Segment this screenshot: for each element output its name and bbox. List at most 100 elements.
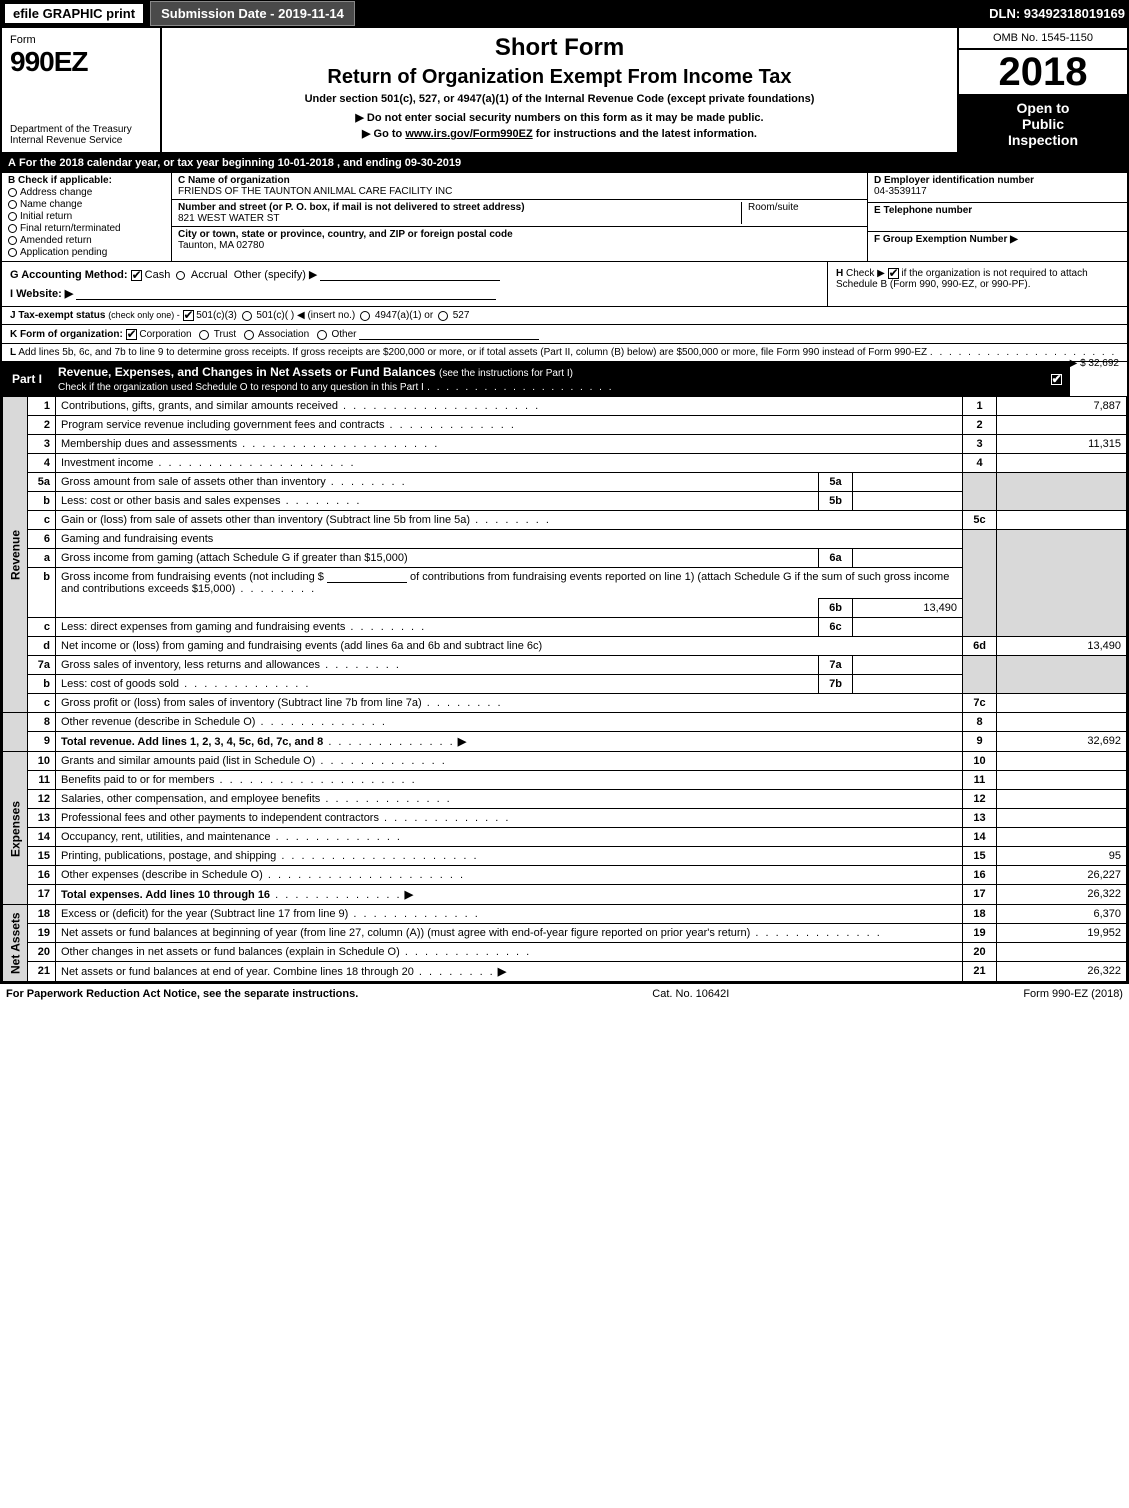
l3-val: 11,315 xyxy=(997,435,1127,454)
website-field[interactable] xyxy=(76,288,496,300)
l2-val xyxy=(997,416,1127,435)
ck-name-change[interactable] xyxy=(8,200,17,209)
l19-num: 19 xyxy=(28,924,56,943)
l9-desc: Total revenue. Add lines 1, 2, 3, 4, 5c,… xyxy=(61,736,323,748)
instruction-goto: ▶ Go to www.irs.gov/Form990EZ for instru… xyxy=(170,127,949,140)
efile-print-button[interactable]: efile GRAPHIC print xyxy=(4,3,144,24)
l20-num: 20 xyxy=(28,943,56,962)
org-name: FRIENDS OF THE TAUNTON ANILMAL CARE FACI… xyxy=(178,186,861,197)
l11-num: 11 xyxy=(28,771,56,790)
ck-association[interactable] xyxy=(244,330,254,340)
ck-address-change[interactable] xyxy=(8,188,17,197)
ck-trust[interactable] xyxy=(199,330,209,340)
a-mid: , and ending xyxy=(334,157,405,169)
l10-desc: Grants and similar amounts paid (list in… xyxy=(61,755,315,767)
l4-col: 4 xyxy=(963,454,997,473)
l14-desc: Occupancy, rent, utilities, and maintena… xyxy=(61,831,271,843)
ck-corporation[interactable] xyxy=(126,329,137,340)
l19-desc: Net assets or fund balances at beginning… xyxy=(61,927,750,939)
l6b-mv: 13,490 xyxy=(853,599,963,618)
l18-num: 18 xyxy=(28,905,56,924)
ck-schedule-b-not-required[interactable] xyxy=(888,268,899,279)
l3-desc: Membership dues and assessments xyxy=(61,438,237,450)
ck-527[interactable] xyxy=(438,311,448,321)
l5-shade-val xyxy=(997,473,1127,511)
part1-title: Revenue, Expenses, and Changes in Net As… xyxy=(58,365,436,379)
l2-num: 2 xyxy=(28,416,56,435)
city-label: City or town, state or province, country… xyxy=(178,229,861,240)
form-number: 990EZ xyxy=(10,46,152,78)
l21-num: 21 xyxy=(28,962,56,982)
l8-col: 8 xyxy=(963,713,997,732)
i-label: I Website: ▶ xyxy=(10,288,73,300)
l17-desc: Total expenses. Add lines 10 through 16 xyxy=(61,889,270,901)
submission-date-button[interactable]: Submission Date - 2019-11-14 xyxy=(150,1,355,26)
l20-val xyxy=(997,943,1127,962)
l7-shade xyxy=(963,656,997,694)
l7b-desc: Less: cost of goods sold xyxy=(61,678,179,690)
open-l3: Inspection xyxy=(961,132,1125,148)
part1-check-line: Check if the organization used Schedule … xyxy=(58,382,424,393)
l11-val xyxy=(997,771,1127,790)
irs-link[interactable]: www.irs.gov/Form990EZ xyxy=(405,128,532,140)
l16-col: 16 xyxy=(963,866,997,885)
j-opt2: 501(c)( ) ◀ (insert no.) xyxy=(256,310,355,321)
j-opt1: 501(c)(3) xyxy=(196,310,237,321)
ck-accrual[interactable] xyxy=(176,271,185,280)
l4-val xyxy=(997,454,1127,473)
other-specify-field[interactable] xyxy=(320,269,500,281)
l6b-contrib-field[interactable] xyxy=(327,571,407,583)
p1-dots xyxy=(427,382,613,393)
ck-other[interactable] xyxy=(317,330,327,340)
form-header-right: OMB No. 1545-1150 2018 Open to Public In… xyxy=(957,28,1127,152)
part1-desc: Revenue, Expenses, and Changes in Net As… xyxy=(52,362,619,396)
l5c-val xyxy=(997,511,1127,530)
l6b-ml: 6b xyxy=(819,599,853,618)
l6a-mv xyxy=(853,549,963,568)
b-item-3: Final return/terminated xyxy=(20,223,121,234)
l7c-desc: Gross profit or (loss) from sales of inv… xyxy=(61,697,422,709)
l9-num: 9 xyxy=(28,732,56,752)
footer-left: For Paperwork Reduction Act Notice, see … xyxy=(6,988,358,1000)
a-pre: For the 2018 calendar year, or tax year … xyxy=(19,157,278,169)
l6d-desc: Net income or (loss) from gaming and fun… xyxy=(61,640,542,652)
ck-final-return[interactable] xyxy=(8,224,17,233)
part1-schedule-o-check[interactable] xyxy=(1051,372,1062,386)
d-label: D Employer identification number xyxy=(874,175,1034,186)
street-value: 821 WEST WATER ST xyxy=(178,213,741,224)
l9-col: 9 xyxy=(963,732,997,752)
k-opt1: Trust xyxy=(214,329,236,340)
ck-4947a1[interactable] xyxy=(360,311,370,321)
ck-amended-return[interactable] xyxy=(8,236,17,245)
form-header: Form 990EZ Department of the Treasury In… xyxy=(2,28,1127,154)
box-c: C Name of organization FRIENDS OF THE TA… xyxy=(172,173,867,261)
l18-col: 18 xyxy=(963,905,997,924)
l17-col: 17 xyxy=(963,885,997,905)
ck-initial-return[interactable] xyxy=(8,212,17,221)
top-bar: efile GRAPHIC print Submission Date - 20… xyxy=(0,0,1129,26)
instr2-post: for instructions and the latest informat… xyxy=(533,128,757,140)
k-label: K Form of organization: xyxy=(10,329,123,340)
ck-cash[interactable] xyxy=(131,270,142,281)
l13-col: 13 xyxy=(963,809,997,828)
l7c-val xyxy=(997,694,1127,713)
l16-val: 26,227 xyxy=(997,866,1127,885)
footer-mid: Cat. No. 10642I xyxy=(652,988,729,1000)
l8-val xyxy=(997,713,1127,732)
row-a-taxyear: A For the 2018 calendar year, or tax yea… xyxy=(2,154,1127,173)
form-header-left: Form 990EZ Department of the Treasury In… xyxy=(2,28,162,152)
l10-col: 10 xyxy=(963,752,997,771)
other-org-field[interactable] xyxy=(359,328,539,340)
l1-col: 1 xyxy=(963,397,997,416)
l11-col: 11 xyxy=(963,771,997,790)
l8-num: 8 xyxy=(28,713,56,732)
ck-501c3[interactable] xyxy=(183,310,194,321)
j-row: J Tax-exempt status (check only one) - 5… xyxy=(2,307,1127,325)
l18-desc: Excess or (deficit) for the year (Subtra… xyxy=(61,908,348,920)
ck-application-pending[interactable] xyxy=(8,248,17,257)
l4-num: 4 xyxy=(28,454,56,473)
ck-501c[interactable] xyxy=(242,311,252,321)
l19-col: 19 xyxy=(963,924,997,943)
l14-col: 14 xyxy=(963,828,997,847)
l6b-desc1: Gross income from fundraising events (no… xyxy=(61,571,324,583)
